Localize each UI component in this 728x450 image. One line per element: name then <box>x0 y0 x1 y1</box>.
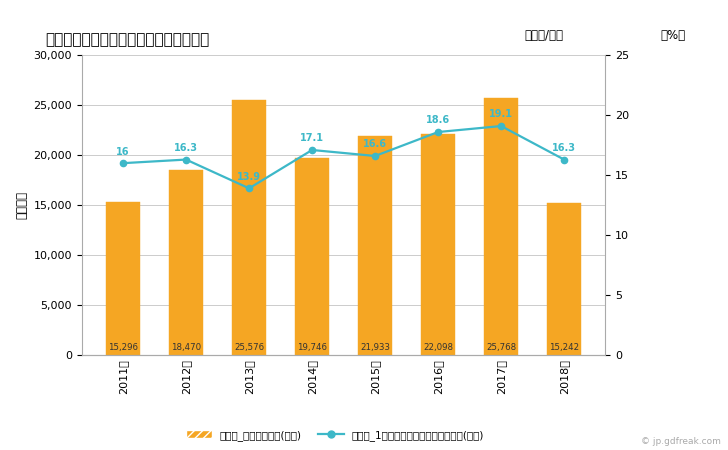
Text: 18.6: 18.6 <box>426 116 450 126</box>
住宅用_1平米当たり平均工事費予定額(右軸) <box>182 157 191 162</box>
Text: 19,746: 19,746 <box>297 343 327 352</box>
Bar <box>232 99 266 355</box>
Text: 15,296: 15,296 <box>108 343 138 352</box>
Legend: 住宅用_工事費予定額(左軸), 住宅用_1平米当たり平均工事費予定額(右軸): 住宅用_工事費予定額(左軸), 住宅用_1平米当たり平均工事費予定額(右軸) <box>181 426 488 445</box>
住宅用_1平米当たり平均工事費予定額(右軸) <box>371 153 379 159</box>
Y-axis label: ［万円］: ［万円］ <box>15 191 28 219</box>
Text: 15,242: 15,242 <box>549 343 579 352</box>
Bar <box>357 136 392 355</box>
Bar <box>106 202 141 355</box>
住宅用_1平米当たり平均工事費予定額(右軸) <box>119 161 127 166</box>
Text: 16.3: 16.3 <box>174 143 198 153</box>
Text: ［万円/㎡］: ［万円/㎡］ <box>525 28 563 41</box>
Text: 21,933: 21,933 <box>360 343 390 352</box>
Bar <box>547 202 582 355</box>
Text: © jp.gdfreak.com: © jp.gdfreak.com <box>641 436 721 446</box>
Bar <box>295 158 329 355</box>
Text: 住宅用建築物の工事費予定額合計の推移: 住宅用建築物の工事費予定額合計の推移 <box>45 32 210 47</box>
Text: 13.9: 13.9 <box>237 172 261 182</box>
Text: 22,098: 22,098 <box>423 343 453 352</box>
住宅用_1平米当たり平均工事費予定額(右軸) <box>245 185 253 191</box>
Bar <box>169 171 203 355</box>
住宅用_1平米当たり平均工事費予定額(右軸) <box>496 123 505 129</box>
住宅用_1平米当たり平均工事費予定額(右軸) <box>560 157 569 162</box>
Text: 17.1: 17.1 <box>300 133 324 144</box>
住宅用_1平米当たり平均工事費予定額(右軸) <box>308 147 317 153</box>
Line: 住宅用_1平米当たり平均工事費予定額(右軸): 住宅用_1平米当たり平均工事費予定額(右軸) <box>120 123 567 191</box>
Text: ［%］: ［%］ <box>661 28 686 41</box>
Text: 16: 16 <box>116 147 130 157</box>
Text: 25,768: 25,768 <box>486 343 516 352</box>
Bar <box>484 98 518 355</box>
Bar <box>421 134 456 355</box>
住宅用_1平米当たり平均工事費予定額(右軸) <box>434 129 443 135</box>
Text: 19.1: 19.1 <box>489 109 513 119</box>
Text: 16.3: 16.3 <box>552 143 576 153</box>
Text: 16.6: 16.6 <box>363 140 387 149</box>
Text: 18,470: 18,470 <box>171 343 201 352</box>
Text: 25,576: 25,576 <box>234 343 264 352</box>
